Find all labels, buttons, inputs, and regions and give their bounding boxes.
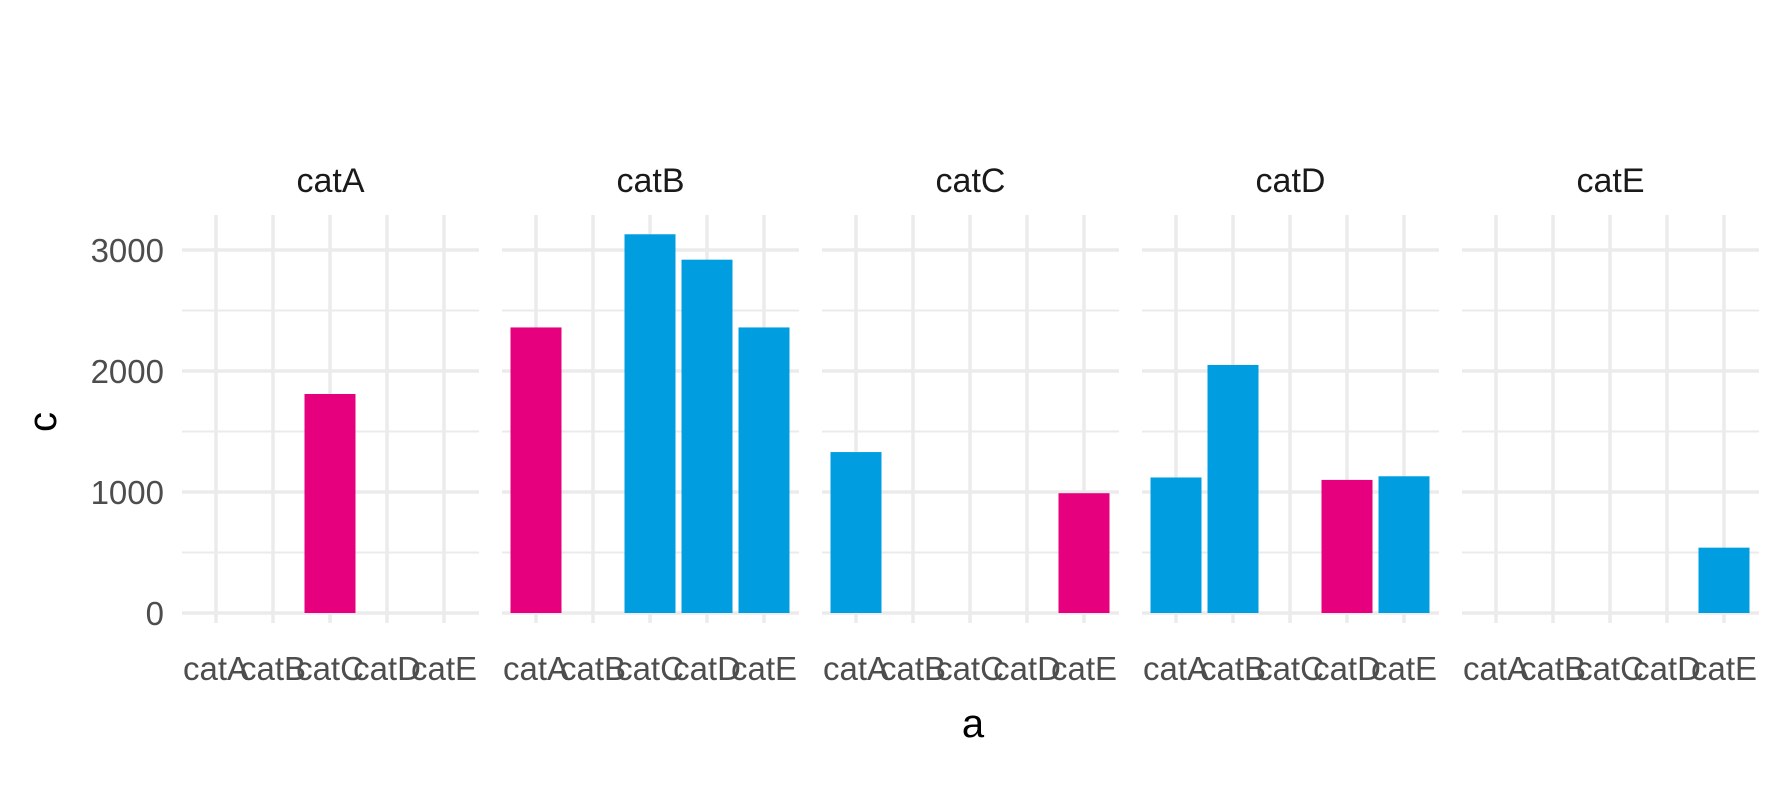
bar-catb-catd	[681, 259, 733, 613]
x-tick-label: catE	[1051, 650, 1117, 687]
x-tick-label: catD	[673, 650, 741, 687]
bar-catc-cate	[1058, 493, 1110, 613]
bar-catd-catd	[1321, 479, 1373, 613]
facet-title: catC	[936, 162, 1006, 200]
x-tick-label: catE	[411, 650, 477, 687]
bar-catb-cate	[738, 327, 790, 613]
x-tick-label: catC	[296, 650, 364, 687]
x-tick-label: catA	[1463, 650, 1529, 687]
facet-title: catA	[296, 162, 364, 200]
x-tick-label: catE	[1691, 650, 1757, 687]
x-tick-label: catD	[353, 650, 421, 687]
x-tick-label: catD	[1313, 650, 1381, 687]
x-tick-label: catD	[1633, 650, 1701, 687]
x-tick-label: catB	[880, 650, 946, 687]
y-tick-label: 2000	[91, 353, 164, 390]
y-tick-label: 0	[146, 595, 164, 632]
y-tick-label: 3000	[91, 232, 164, 269]
x-tick-label: catD	[993, 650, 1061, 687]
bar-cate-cate	[1698, 547, 1750, 613]
facet-title: catB	[616, 162, 684, 200]
x-tick-label: catB	[560, 650, 626, 687]
x-axis-title: a	[962, 702, 985, 746]
bar-catd-cate	[1378, 476, 1430, 613]
x-tick-label: catA	[183, 650, 249, 687]
grid-layer	[182, 215, 1759, 623]
y-axis-title: c	[21, 412, 65, 432]
bar-catd-cata	[1150, 477, 1202, 613]
facet-title: catD	[1256, 162, 1326, 200]
y-tick-label: 1000	[91, 474, 164, 511]
x-tick-label: catC	[1576, 650, 1644, 687]
x-tick-label: catC	[1256, 650, 1324, 687]
bar-cata-catc	[304, 393, 356, 613]
bar-catb-cata	[510, 327, 562, 613]
x-tick-label: catB	[1200, 650, 1266, 687]
bars-layer	[304, 234, 1750, 613]
x-tick-label: catB	[1520, 650, 1586, 687]
x-tick-label: catE	[731, 650, 797, 687]
x-tick-label: catC	[616, 650, 684, 687]
bar-catb-catc	[624, 234, 676, 613]
x-tick-label: catB	[240, 650, 306, 687]
x-tick-label: catC	[936, 650, 1004, 687]
x-tick-label: catA	[503, 650, 569, 687]
x-tick-label: catE	[1371, 650, 1437, 687]
facet-title: catE	[1576, 162, 1644, 200]
x-tick-label: catA	[1143, 650, 1209, 687]
x-tick-label: catA	[823, 650, 889, 687]
labels-layer: a c catAcatAcatBcatCcatDcatEcatBcatAcatB…	[21, 162, 1757, 746]
bar-catc-cata	[830, 452, 882, 613]
bar-catd-catb	[1207, 364, 1259, 613]
